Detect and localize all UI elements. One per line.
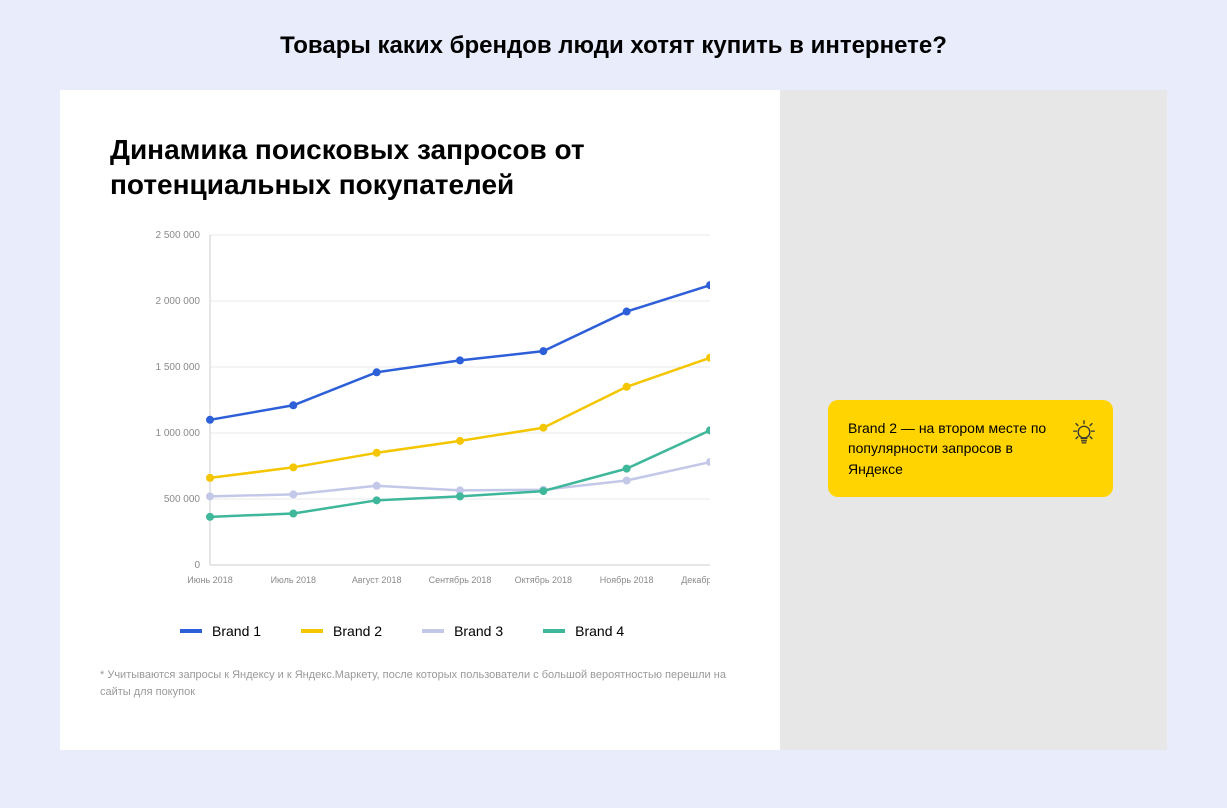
callout-text: Brand 2 — на втором месте по популярност… [848,420,1046,477]
svg-text:Сентябрь 2018: Сентябрь 2018 [429,575,492,585]
svg-text:Октябрь 2018: Октябрь 2018 [515,575,572,585]
legend-swatch [543,629,565,633]
svg-text:Декабрь 2018: Декабрь 2018 [681,575,710,585]
chart-panel: Динамика поисковых запросов от потенциал… [60,90,780,750]
footnote: * Учитываются запросы к Яндексу и к Янде… [100,667,740,700]
svg-text:500 000: 500 000 [164,494,201,505]
svg-text:1 500 000: 1 500 000 [156,362,201,373]
svg-text:Ноябрь 2018: Ноябрь 2018 [600,575,654,585]
legend-item: Brand 3 [422,623,503,639]
svg-text:Август 2018: Август 2018 [352,575,402,585]
page-title: Товары каких брендов люди хотят купить в… [0,0,1227,90]
legend-swatch [422,629,444,633]
legend: Brand 1 Brand 2 Brand 3 Brand 4 [180,623,740,639]
content-row: Динамика поисковых запросов от потенциал… [0,90,1227,750]
legend-item: Brand 2 [301,623,382,639]
legend-label: Brand 2 [333,623,382,639]
legend-item: Brand 4 [543,623,624,639]
legend-label: Brand 3 [454,623,503,639]
svg-text:1 000 000: 1 000 000 [156,428,201,439]
legend-label: Brand 1 [212,623,261,639]
legend-swatch [180,629,202,633]
svg-text:Июль 2018: Июль 2018 [271,575,316,585]
line-chart: 0 500 000 1 000 000 1 500 000 2 000 000 2 500… [130,220,710,605]
svg-text:0: 0 [194,560,200,571]
legend-item: Brand 1 [180,623,261,639]
svg-text:2 500 000: 2 500 000 [156,230,201,241]
lightbulb-icon [1069,418,1099,448]
chart-title: Динамика поисковых запросов от потенциал… [110,132,740,202]
svg-text:2 000 000: 2 000 000 [156,296,201,307]
chart-area: 0 500 000 1 000 000 1 500 000 2 000 000 2 500… [130,220,710,605]
side-panel: Brand 2 — на втором месте по популярност… [780,90,1167,750]
svg-text:Июнь 2018: Июнь 2018 [187,575,232,585]
legend-label: Brand 4 [575,623,624,639]
legend-swatch [301,629,323,633]
callout: Brand 2 — на втором месте по популярност… [828,400,1113,497]
